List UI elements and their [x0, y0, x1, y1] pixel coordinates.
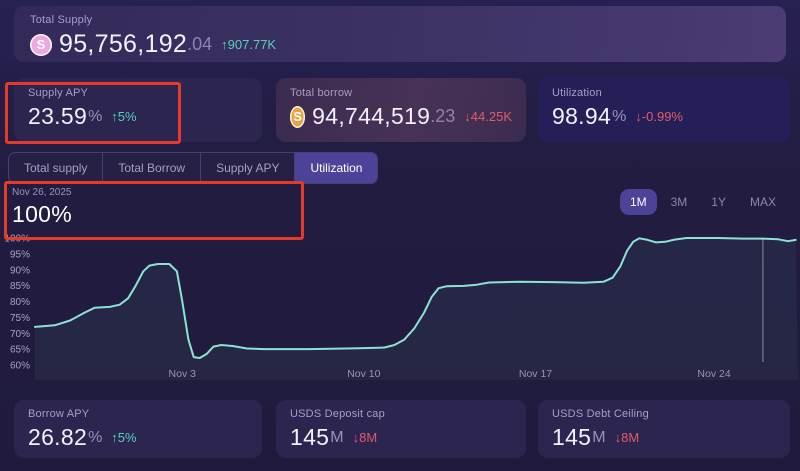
x-tick-label: Nov 10 [347, 368, 380, 380]
tooltip-value: 100% [12, 201, 73, 227]
y-tick-label: 95% [10, 249, 30, 260]
debt-ceiling-value: 145 [552, 424, 592, 450]
y-tick-label: 70% [10, 329, 30, 340]
usds-borrow-coin-icon: S [290, 105, 306, 128]
debt-ceiling-label: USDS Debt Ceiling [552, 408, 649, 420]
usds-deposit-cap-card: USDS Deposit cap 145 M ↓8M [276, 400, 526, 458]
debt-ceiling-unit: M [592, 428, 606, 446]
total-borrow-card: Total borrow S 94,744,519 .23 ↓44.25K [276, 78, 526, 142]
tab-total-supply-label: Total supply [24, 161, 88, 175]
tooltip-date: Nov 26, 2025 [12, 187, 72, 198]
tab-supply-apy[interactable]: Supply APY [201, 153, 296, 183]
borrow-apy-value: 26.82 [28, 424, 88, 450]
total-supply-delta: ↑907.77K [221, 37, 277, 52]
utilization-label: Utilization [552, 87, 602, 99]
range-3m-button[interactable]: 3M [670, 195, 688, 209]
range-max-button[interactable]: MAX [749, 195, 776, 209]
y-tick-label: 60% [10, 361, 30, 372]
x-tick-label: Nov 24 [697, 368, 730, 380]
deposit-cap-value: 145 [290, 424, 330, 450]
supply-apy-label: Supply APY [28, 87, 89, 99]
tab-total-borrow-label: Total Borrow [118, 161, 186, 175]
y-tick-label: 65% [10, 345, 30, 356]
time-range-selector: 1M 3M 1Y MAX [619, 189, 786, 215]
y-tick-label: 100% [4, 234, 30, 245]
tab-supply-apy-label: Supply APY [216, 161, 280, 175]
total-borrow-decimals: .23 [430, 106, 456, 126]
supply-apy-value: 23.59 [28, 103, 88, 129]
utilization-value: 98.94 [552, 103, 612, 129]
y-tick-label: 75% [10, 313, 30, 324]
deposit-cap-unit: M [330, 428, 344, 446]
utilization-series-line [34, 237, 797, 359]
utilization-delta: ↓-0.99% [635, 109, 683, 124]
total-supply-card: Total Supply S 95,756,192 .04 ↑907.77K [14, 6, 786, 62]
y-tick-label: 85% [10, 281, 30, 292]
utilization-unit: % [612, 107, 627, 125]
y-tick-label: 90% [10, 265, 30, 276]
borrow-apy-delta: ↑5% [111, 430, 137, 445]
tab-utilization[interactable]: Utilization [295, 153, 378, 183]
total-supply-value: 95,756,192 [59, 30, 188, 58]
total-supply-decimals: .04 [187, 34, 213, 54]
chart-tooltip: Nov 26, 2025 100% [12, 187, 72, 228]
borrow-apy-unit: % [88, 428, 103, 446]
total-borrow-value: 94,744,519 [312, 103, 431, 129]
range-1y-button[interactable]: 1Y [711, 195, 726, 209]
x-tick-label: Nov 17 [519, 368, 552, 380]
utilization-line-chart[interactable]: 100% 95% 90% 85% 80% 75% 70% 65% 60% Nov 3 Nov 10 N… [0, 230, 800, 385]
borrow-apy-label: Borrow APY [28, 408, 90, 420]
utilization-card: Utilization 98.94 % ↓-0.99% [538, 78, 790, 142]
supply-apy-delta: ↑5% [111, 109, 137, 124]
tab-total-borrow[interactable]: Total Borrow [103, 153, 202, 183]
debt-ceiling-delta: ↓8M [614, 430, 640, 445]
deposit-cap-delta: ↓8M [352, 430, 378, 445]
chart-area-fill [35, 238, 798, 380]
usds-debt-ceiling-card: USDS Debt Ceiling 145 M ↓8M [538, 400, 790, 458]
borrow-apy-card: Borrow APY 26.82 % ↑5% [14, 400, 262, 458]
supply-apy-card: Supply APY 23.59 % ↑5% [14, 78, 262, 142]
total-supply-label: Total Supply [30, 14, 93, 26]
total-borrow-delta: ↓44.25K [464, 109, 512, 124]
y-tick-label: 80% [10, 297, 30, 308]
tab-utilization-label: Utilization [310, 161, 363, 175]
supply-apy-unit: % [88, 107, 103, 125]
x-tick-label: Nov 3 [169, 368, 197, 380]
chart-metric-tabs: Total supply Total Borrow Supply APY Uti… [8, 152, 379, 184]
usds-coin-icon: S [30, 33, 52, 56]
deposit-cap-label: USDS Deposit cap [290, 408, 385, 420]
tab-total-supply[interactable]: Total supply [9, 153, 104, 183]
total-borrow-label: Total borrow [290, 87, 353, 99]
range-1m-button[interactable]: 1M [619, 189, 657, 215]
